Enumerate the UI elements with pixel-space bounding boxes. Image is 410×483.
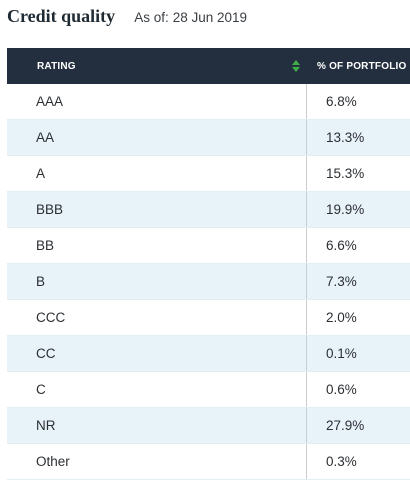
rating-cell: CC xyxy=(7,336,307,371)
sort-up-down-icon[interactable] xyxy=(292,60,300,72)
rating-cell: BBB xyxy=(7,192,307,227)
pct-cell: 6.8% xyxy=(326,94,357,109)
rating-cell: AAA xyxy=(7,84,307,119)
rating-cell: CCC xyxy=(7,300,307,335)
pct-cell: 15.3% xyxy=(326,166,365,181)
section-title: Credit quality xyxy=(7,6,116,26)
table-row: CC 0.1% xyxy=(7,336,410,372)
pct-cell: 0.1% xyxy=(326,346,357,361)
table-row: AAA 6.8% xyxy=(7,84,410,120)
as-of-value: 28 Jun 2019 xyxy=(172,10,248,25)
pct-cell: 2.0% xyxy=(326,310,357,325)
table-row: AA 13.3% xyxy=(7,120,410,156)
table-header: RATING % OF PORTFOLIO xyxy=(7,48,410,84)
rating-cell: A xyxy=(7,156,307,191)
rating-cell: C xyxy=(7,372,307,407)
table-row: Other 0.3% xyxy=(7,444,410,480)
table-row: BBB 19.9% xyxy=(7,192,410,228)
rating-cell: AA xyxy=(7,120,307,155)
pct-cell: 7.3% xyxy=(326,274,357,289)
table-row: BB 6.6% xyxy=(7,228,410,264)
rating-cell: BB xyxy=(7,228,307,263)
table-row: CCC 2.0% xyxy=(7,300,410,336)
column-header-rating-label: RATING xyxy=(37,60,76,72)
rating-cell: NR xyxy=(7,408,307,443)
pct-cell: 6.6% xyxy=(326,238,357,253)
pct-cell: 19.9% xyxy=(326,202,365,217)
table-row: B 7.3% xyxy=(7,264,410,300)
table-row: C 0.6% xyxy=(7,372,410,408)
table-row: A 15.3% xyxy=(7,156,410,192)
as-of-label: As of: xyxy=(134,10,169,25)
pct-cell: 27.9% xyxy=(326,418,365,433)
credit-quality-table: RATING % OF PORTFOLIO AAA 6.8% AA 13.3% … xyxy=(7,48,410,480)
column-header-pct[interactable]: % OF PORTFOLIO xyxy=(307,48,410,84)
as-of-date: As of: 28 Jun 2019 xyxy=(134,10,247,25)
rating-cell: Other xyxy=(7,444,307,479)
section-header: Credit quality As of: 28 Jun 2019 xyxy=(7,6,247,30)
column-header-pct-label: % OF PORTFOLIO xyxy=(317,60,407,72)
pct-cell: 13.3% xyxy=(326,130,365,145)
pct-cell: 0.6% xyxy=(326,382,357,397)
table-row: NR 27.9% xyxy=(7,408,410,444)
column-header-rating[interactable]: RATING xyxy=(7,48,307,84)
pct-cell: 0.3% xyxy=(326,454,357,469)
rating-cell: B xyxy=(7,264,307,299)
